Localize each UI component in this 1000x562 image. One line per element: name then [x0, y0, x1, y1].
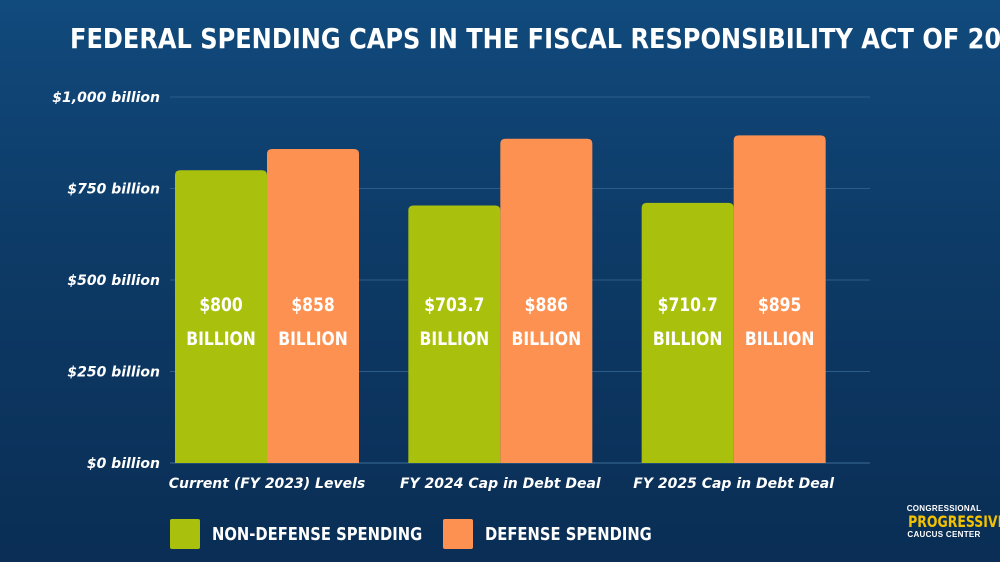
bar	[733, 135, 826, 463]
legend-swatch-defense	[443, 519, 473, 549]
data-label: $800	[199, 295, 242, 317]
x-tick-label: Current (FY 2023) Levels	[169, 476, 365, 492]
legend-label-defense: DEFENSE SPENDING	[485, 523, 652, 545]
data-label-unit: BILLION	[512, 329, 582, 351]
bar	[641, 202, 734, 464]
logo-line-2: PROGRESSIVE	[908, 512, 1000, 531]
data-label: $886	[525, 295, 568, 317]
logo-line-1: CONGRESSIONAL	[906, 504, 982, 513]
data-label: $703.7	[424, 295, 484, 317]
legend-item-non-defense: NON-DEFENSE SPENDING	[170, 518, 468, 550]
y-tick-label: $250 billion	[67, 365, 160, 381]
bar-chart: $0 billion $250 billion $500 billion $750 b…	[52, 90, 870, 492]
legend-item-defense: DEFENSE SPENDING	[443, 518, 688, 550]
bar	[175, 170, 267, 463]
bar	[500, 138, 593, 463]
y-tick-label: $1,000 billion	[52, 90, 160, 106]
legend-label-non-defense: NON-DEFENSE SPENDING	[212, 523, 423, 545]
data-label: $895	[758, 295, 801, 317]
x-tick-label: FY 2024 Cap in Debt Deal	[400, 476, 601, 492]
logo: CONGRESSIONAL PROGRESSIVE CAUCUS CENTER	[898, 504, 1000, 539]
y-tick-label: $0 billion	[87, 456, 160, 472]
chart-title: FEDERAL SPENDING CAPS IN THE FISCAL RESP…	[70, 22, 1000, 55]
y-tick-label: $750 billion	[67, 182, 160, 198]
logo-line-3: CAUCUS CENTER	[907, 530, 981, 539]
data-label-unit: BILLION	[653, 329, 723, 351]
data-label-unit: BILLION	[745, 329, 815, 351]
y-tick-label: $500 billion	[67, 273, 160, 289]
data-label-unit: BILLION	[420, 329, 490, 351]
data-label-unit: BILLION	[278, 329, 348, 351]
data-label: $710.7	[658, 295, 718, 317]
bar	[267, 148, 359, 464]
legend-swatch-non-defense	[170, 519, 200, 549]
data-label-unit: BILLION	[186, 329, 256, 351]
x-tick-label: FY 2025 Cap in Debt Deal	[633, 476, 834, 492]
data-label: $858	[291, 295, 334, 317]
bar	[408, 205, 501, 463]
